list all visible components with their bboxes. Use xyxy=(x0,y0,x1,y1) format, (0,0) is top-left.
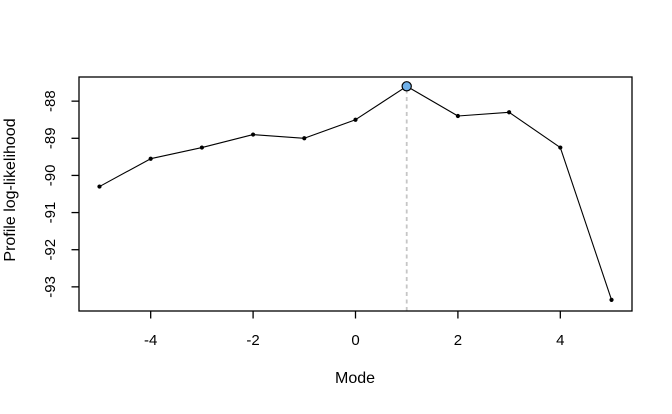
y-tick-label: -92 xyxy=(42,239,59,261)
data-point xyxy=(250,132,256,137)
data-point xyxy=(455,113,461,119)
x-tick-label: 4 xyxy=(556,332,564,349)
data-point xyxy=(353,117,358,122)
y-tick-label: -91 xyxy=(42,202,59,224)
plot-box xyxy=(78,76,633,312)
data-point xyxy=(199,145,204,150)
x-tick-label: -2 xyxy=(246,332,259,349)
data-point xyxy=(97,184,102,189)
data-point xyxy=(302,136,307,141)
y-tick-label: -90 xyxy=(42,165,59,187)
y-tick-label: -93 xyxy=(42,276,59,298)
x-tick-label: 2 xyxy=(454,332,462,349)
data-point xyxy=(507,110,512,115)
y-tick-label: -89 xyxy=(42,127,59,149)
x-tick-label: 0 xyxy=(351,332,359,349)
data-point xyxy=(609,297,614,302)
y-tick-label: -88 xyxy=(42,90,59,112)
data-point xyxy=(558,145,563,150)
x-axis-label: Mode xyxy=(335,370,375,387)
x-tick-label: -4 xyxy=(144,332,157,349)
max-highlight-point xyxy=(401,81,412,92)
data-point xyxy=(148,156,153,161)
y-axis-label: Profile log-likelihood xyxy=(2,118,19,261)
